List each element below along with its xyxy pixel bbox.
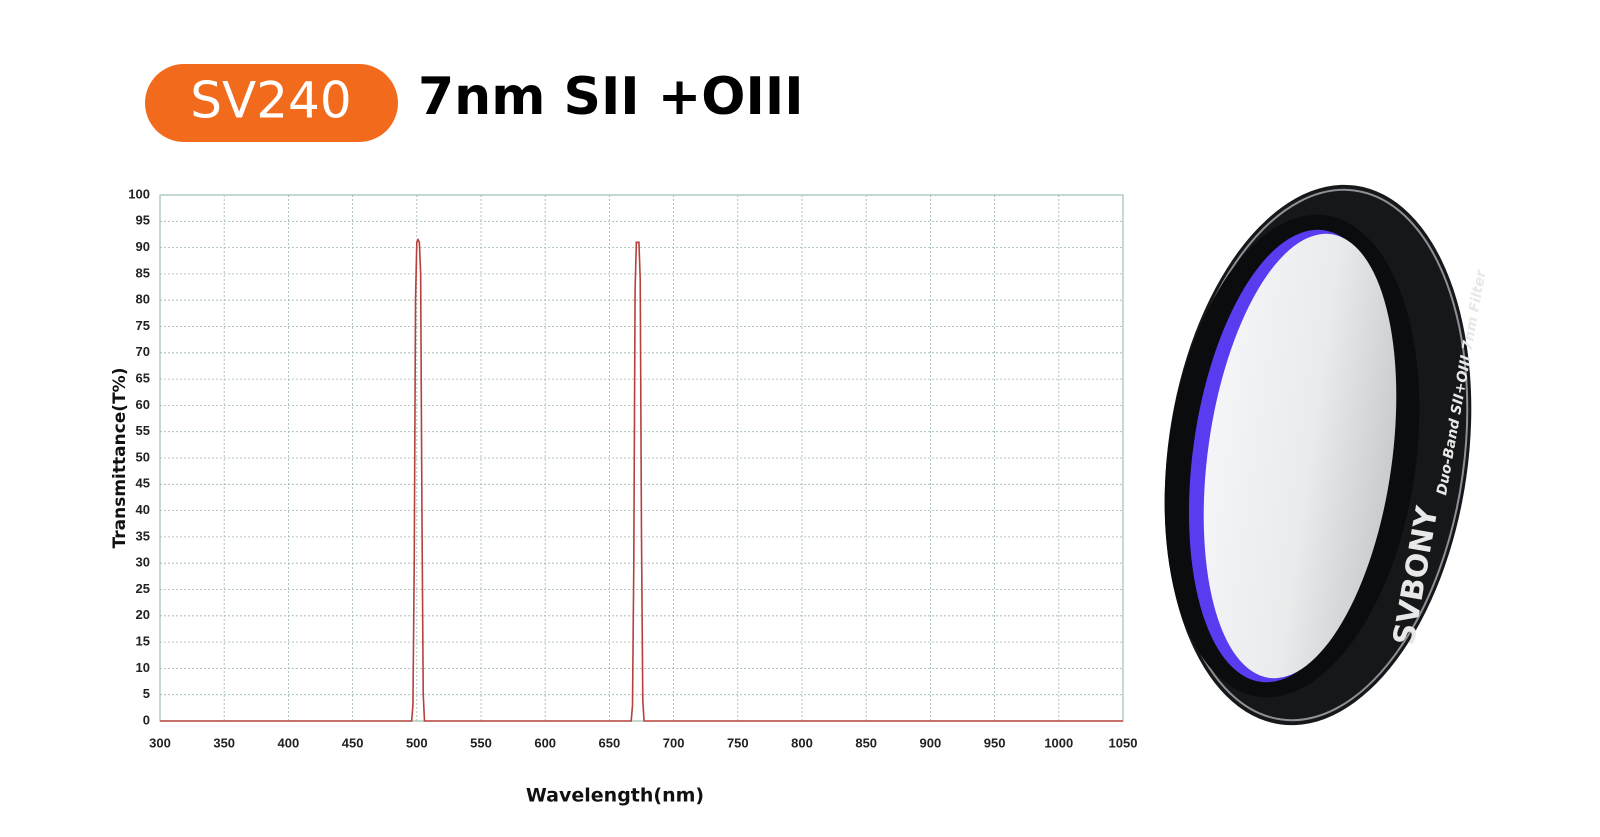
y-tick-label: 75	[136, 318, 150, 333]
y-tick-label: 80	[136, 292, 150, 307]
y-axis-label: Transmittance(T%)	[110, 368, 130, 549]
y-tick-label: 30	[136, 555, 150, 570]
y-tick-label: 45	[136, 476, 150, 491]
y-tick-label: 50	[136, 449, 150, 464]
x-tick-label: 400	[278, 735, 300, 750]
x-axis-label: Wavelength(nm)	[526, 785, 704, 807]
x-tick-label: 650	[599, 735, 621, 750]
y-tick-label: 70	[136, 344, 150, 359]
plot-area: 0 5 10 15 20 25 30 35 40 45 50 55 60 65 70 75 80 85 90 95 10…	[128, 186, 1137, 750]
filter-glass	[1203, 233, 1397, 679]
x-tick-label: 750	[727, 735, 749, 750]
y-tick-label: 20	[136, 607, 150, 622]
y-tick-label: 5	[143, 686, 150, 701]
x-tick-label: 500	[406, 735, 428, 750]
x-tick-label: 950	[984, 735, 1006, 750]
x-tick-label: 850	[855, 735, 877, 750]
y-tick-label: 100	[128, 186, 150, 201]
x-tick-label: 800	[791, 735, 813, 750]
x-tick-label: 350	[213, 735, 235, 750]
x-tick-label: 1050	[1109, 735, 1138, 750]
x-tick-label: 900	[920, 735, 942, 750]
x-tick-label: 300	[149, 735, 171, 750]
y-tick-label: 0	[143, 712, 150, 727]
y-tick-label: 60	[136, 397, 150, 412]
y-tick-label: 90	[136, 239, 150, 254]
y-tick-label: 55	[136, 423, 150, 438]
x-tick-label: 1000	[1044, 735, 1073, 750]
y-tick-label: 95	[136, 213, 150, 228]
badge	[145, 64, 398, 142]
y-tick-label: 15	[136, 634, 150, 649]
x-tick-label: 550	[470, 735, 492, 750]
y-tick-label: 85	[136, 265, 150, 280]
x-tick-label: 450	[342, 735, 364, 750]
filter-photo: SVBONY Duo-Band SII+OIII 7nm Filter	[1164, 184, 1490, 726]
y-tick-label: 10	[136, 660, 150, 675]
x-tick-label: 700	[663, 735, 685, 750]
x-tick-label: 600	[534, 735, 556, 750]
y-tick-label: 35	[136, 528, 150, 543]
y-tick-label: 40	[136, 502, 150, 517]
page-title: 7nm SII +OIII	[418, 67, 804, 127]
transmittance-line	[160, 237, 1123, 722]
y-tick-label: 25	[136, 581, 150, 596]
y-tick-label: 65	[136, 371, 150, 386]
badge-text: SV240	[190, 72, 351, 130]
